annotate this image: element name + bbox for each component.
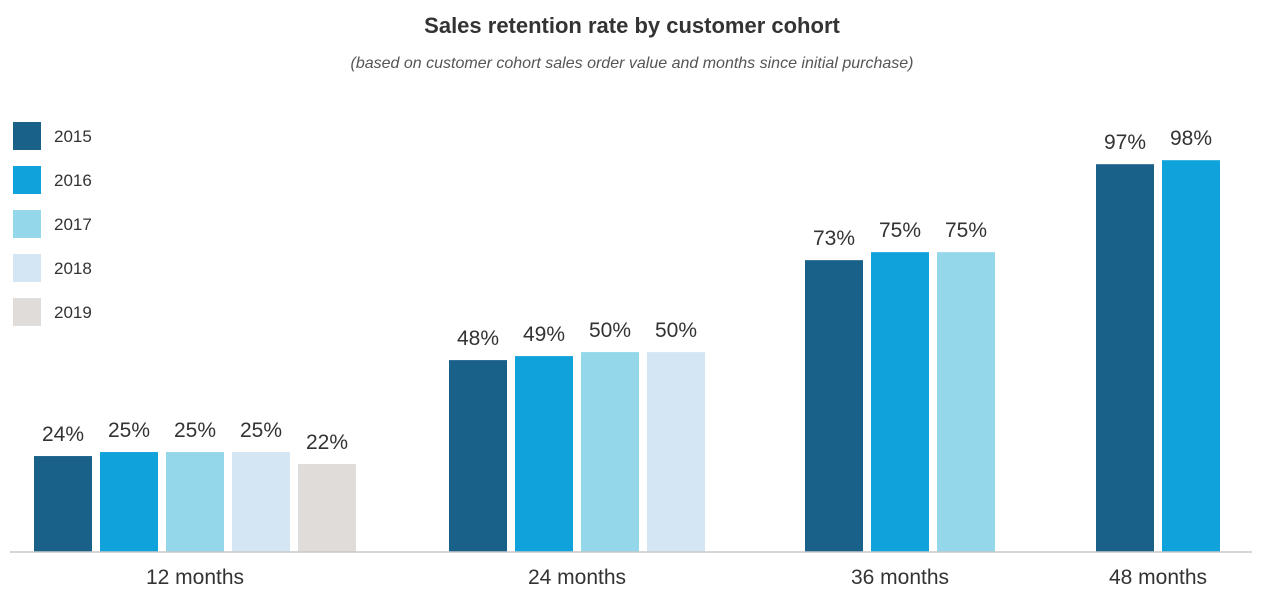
- legend-swatch-2017: [13, 210, 41, 238]
- data-label-2015-24-months: 48%: [457, 327, 499, 350]
- bar-2017-36-months: [937, 252, 995, 552]
- bar-2015-12-months: [34, 456, 92, 552]
- chart-title: Sales retention rate by customer cohort: [424, 13, 840, 38]
- data-label-2017-36-months: 75%: [945, 219, 987, 242]
- bar-2018-12-months: [232, 452, 290, 552]
- bar-2015-48-months: [1096, 164, 1154, 552]
- legend-swatch-2015: [13, 122, 41, 150]
- legend: 2015 2016 2017 2018 2019: [13, 122, 92, 326]
- bar-2017-12-months: [166, 452, 224, 552]
- legend-swatch-2019: [13, 298, 41, 326]
- data-label-2015-12-months: 24%: [42, 423, 84, 446]
- data-label-2015-48-months: 97%: [1104, 131, 1146, 154]
- data-label-2016-48-months: 98%: [1170, 127, 1212, 150]
- bar-2018-24-months: [647, 352, 705, 552]
- bar-2016-12-months: [100, 452, 158, 552]
- data-label-2016-36-months: 75%: [879, 219, 921, 242]
- bar-2016-36-months: [871, 252, 929, 552]
- legend-label-2018: 2018: [54, 259, 92, 278]
- data-label-2017-12-months: 25%: [174, 419, 216, 442]
- legend-swatch-2016: [13, 166, 41, 194]
- x-tick-label-48-months: 48 months: [1109, 566, 1207, 589]
- bar-2016-24-months: [515, 356, 573, 552]
- x-axis-ticks: 12 months 24 months 36 months 48 months: [146, 566, 1207, 589]
- value-labels: 24% 25% 25% 25% 22% 48% 49% 50% 50% 73% 75% 75% 97% 9…: [42, 127, 1212, 454]
- x-tick-label-36-months: 36 months: [851, 566, 949, 589]
- data-label-2017-24-months: 50%: [589, 319, 631, 342]
- bar-2017-24-months: [581, 352, 639, 552]
- bars: [34, 160, 1220, 553]
- legend-label-2016: 2016: [54, 171, 92, 190]
- data-label-2018-12-months: 25%: [240, 419, 282, 442]
- data-label-2016-24-months: 49%: [523, 323, 565, 346]
- x-tick-label-12-months: 12 months: [146, 566, 244, 589]
- legend-label-2015: 2015: [54, 127, 92, 146]
- legend-label-2019: 2019: [54, 303, 92, 322]
- data-label-2015-36-months: 73%: [813, 227, 855, 250]
- chart-subtitle: (based on customer cohort sales order va…: [351, 55, 914, 72]
- legend-label-2017: 2017: [54, 215, 92, 234]
- bar-2016-48-months: [1162, 160, 1220, 553]
- x-tick-label-24-months: 24 months: [528, 566, 626, 589]
- data-label-2016-12-months: 25%: [108, 419, 150, 442]
- bar-2019-12-months: [298, 464, 356, 552]
- bar-2015-36-months: [805, 260, 863, 552]
- legend-swatch-2018: [13, 254, 41, 282]
- bar-2015-24-months: [449, 360, 507, 552]
- data-label-2018-24-months: 50%: [655, 319, 697, 342]
- data-label-2019-12-months: 22%: [306, 431, 348, 454]
